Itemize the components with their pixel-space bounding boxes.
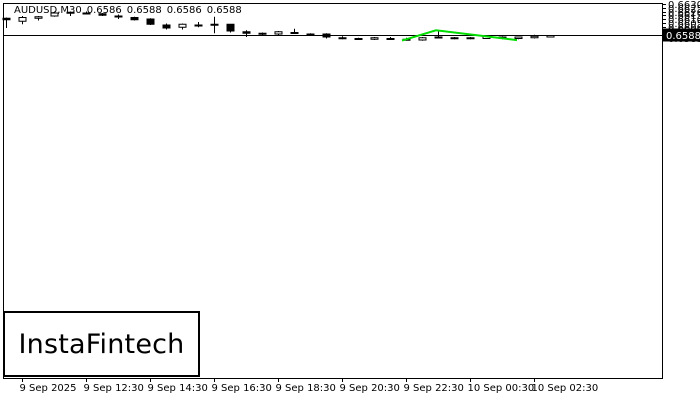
candle	[306, 33, 315, 36]
candle-body-bullish	[338, 37, 347, 40]
candle-body-bearish	[98, 13, 107, 16]
candle	[130, 16, 139, 21]
y-axis-label: 0.6620	[668, 8, 700, 19]
candle-body-bearish	[434, 36, 443, 39]
candle-body-bearish	[2, 17, 11, 21]
y-axis-label: 0.6615	[668, 11, 700, 22]
candle	[370, 37, 379, 40]
plot-frame	[3, 3, 663, 379]
candle	[546, 35, 555, 38]
candle-body-bullish	[546, 35, 555, 38]
candle	[418, 37, 427, 41]
candle	[450, 37, 459, 40]
candle-body-bullish	[274, 31, 283, 35]
candle	[322, 33, 331, 39]
candle	[146, 18, 155, 25]
open-value: 0.6586	[86, 5, 122, 16]
candle	[178, 23, 187, 30]
candle	[194, 22, 203, 28]
candle-body-bearish	[210, 23, 219, 26]
low-value: 0.6586	[166, 5, 202, 16]
candle-body-bullish	[66, 11, 75, 14]
candle-body-bullish	[514, 36, 523, 39]
y-axis-label: 0.6625	[668, 4, 700, 15]
candle	[290, 28, 299, 34]
candle-body-bullish	[530, 35, 539, 39]
candle	[82, 11, 91, 15]
close-value: 0.6588	[206, 5, 242, 16]
candle	[386, 37, 395, 40]
candle	[530, 34, 539, 39]
candle-body-bullish	[178, 23, 187, 28]
candle-body-bearish	[306, 33, 315, 36]
x-axis-label: 9 Sep 12:30	[84, 383, 144, 394]
candle	[98, 13, 107, 16]
candle	[466, 37, 475, 40]
candle	[354, 37, 363, 40]
symbol-label: AUDUSD,M30	[14, 5, 82, 16]
candle	[114, 14, 123, 19]
candle-body-bearish	[322, 33, 331, 38]
x-axis-label: 9 Sep 16:30	[212, 383, 272, 394]
candle	[274, 31, 283, 36]
candle	[226, 23, 235, 33]
candle	[434, 30, 443, 39]
candle-body-bearish	[242, 31, 251, 34]
y-axis-label: 0.6605	[668, 19, 700, 30]
candle-body-bearish	[114, 15, 123, 18]
candle	[34, 16, 43, 21]
x-axis-label: 9 Sep 18:30	[276, 383, 336, 394]
candle-body-bullish	[450, 37, 459, 40]
candle-body-bearish	[226, 23, 235, 32]
y-axis-label: 0.6630	[668, 0, 700, 11]
candle	[2, 17, 11, 28]
candle-body-bullish	[194, 24, 203, 27]
candle-body-bullish	[418, 37, 427, 41]
candle-body-bearish	[162, 24, 171, 29]
candle-body-bullish	[354, 38, 363, 40]
candle-body-bullish	[370, 37, 379, 40]
logo-text: InstaFintech	[18, 328, 185, 360]
chart-header: AUDUSD,M30 0.6586 0.6588 0.6586 0.6588	[14, 5, 247, 16]
candle-body-bullish	[18, 17, 27, 22]
candle	[514, 36, 523, 40]
candle-body-bearish	[290, 32, 299, 34]
candle-body-bullish	[258, 32, 267, 35]
x-axis-label: 9 Sep 22:30	[404, 383, 464, 394]
candle	[210, 16, 219, 34]
y-axis-label: 0.6610	[668, 15, 700, 26]
candle	[258, 32, 267, 36]
candle-body-bearish	[130, 17, 139, 21]
candle	[66, 11, 75, 16]
current-price-tag	[662, 28, 700, 42]
candle	[338, 36, 347, 40]
candle	[50, 11, 59, 17]
x-axis-label: 9 Sep 2025	[20, 383, 77, 394]
x-axis-label: 9 Sep 20:30	[340, 383, 400, 394]
instafintech-logo: InstaFintech	[3, 311, 200, 377]
candle-body-bearish	[146, 18, 155, 25]
x-axis-label: 10 Sep 00:30	[468, 383, 535, 394]
candle-body-bullish	[34, 16, 43, 19]
candle-body-bullish	[50, 12, 59, 17]
candle-body-bullish	[466, 37, 475, 40]
candle-body-bullish	[386, 38, 395, 40]
pattern-line	[401, 29, 518, 42]
current-price-label: 0.6588	[666, 31, 700, 42]
candle	[18, 16, 27, 25]
x-axis-label: 9 Sep 14:30	[148, 383, 208, 394]
high-value: 0.6588	[126, 5, 162, 16]
candle	[242, 30, 251, 37]
candle	[162, 23, 171, 30]
x-axis-label: 10 Sep 02:30	[532, 383, 599, 394]
candle-body-bullish	[82, 12, 91, 15]
